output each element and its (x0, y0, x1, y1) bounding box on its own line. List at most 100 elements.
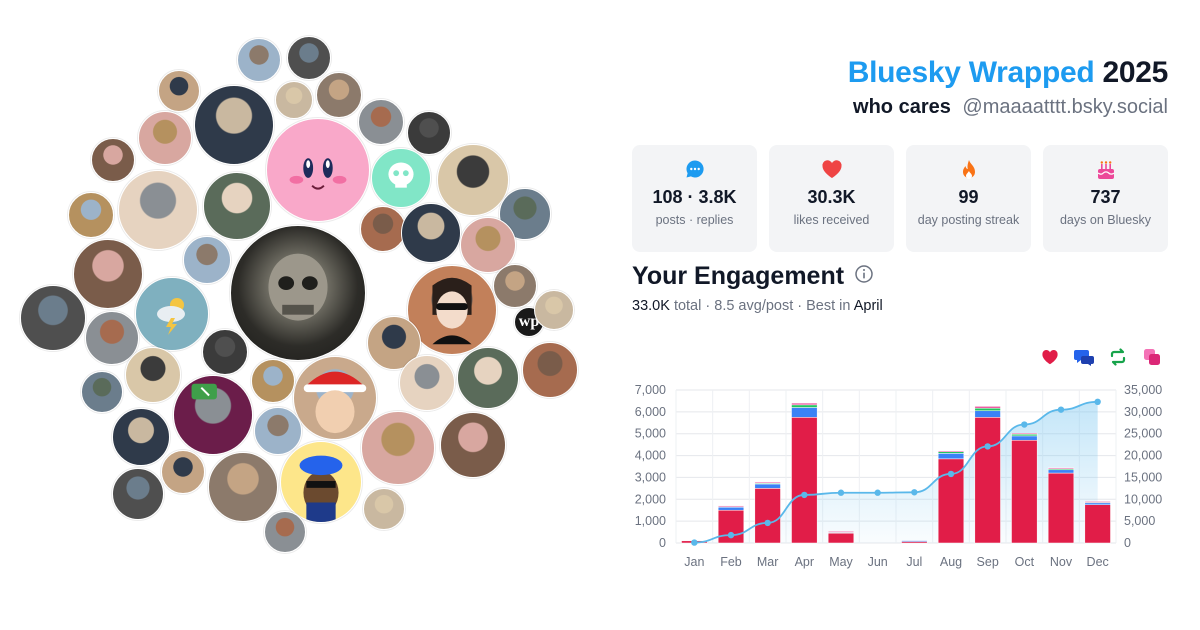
x-tick-label: Nov (1050, 555, 1073, 569)
engagement-title: Your Engagement (632, 262, 845, 290)
bar-segment (717, 505, 745, 508)
avatar (202, 329, 248, 375)
stat-label-posts: posts · replies (655, 213, 734, 227)
bar-segment (937, 450, 965, 453)
avatar-skull-mask (230, 225, 366, 361)
avatar (358, 99, 404, 145)
avatar-sunglasses-portrait (407, 265, 497, 355)
x-tick-label: Aug (940, 555, 962, 569)
y2-tick-label: 25,000 (1124, 427, 1162, 441)
cumulative-point (874, 489, 881, 496)
x-tick-label: Sep (977, 555, 999, 569)
stat-label-days: days on Bluesky (1059, 213, 1152, 227)
avatar (251, 359, 295, 403)
cumulative-point (691, 539, 698, 546)
y2-tick-label: 35,000 (1124, 383, 1162, 397)
x-tick-label: Oct (1015, 555, 1035, 569)
engagement-chart: 0 1,000 2,000 3,000 4,000 5,000 6,000 7,000 0 5,0… (635, 383, 1163, 569)
chart-legend (1040, 347, 1162, 367)
cumulative-point (727, 531, 735, 539)
avatar (237, 38, 281, 82)
y-tick-label: 7,000 (635, 383, 666, 397)
avatar (125, 347, 181, 403)
heart-icon (821, 159, 843, 181)
avatar (287, 36, 331, 80)
avatar (316, 72, 362, 118)
y-tick-label: 4,000 (635, 449, 666, 463)
avatar (20, 285, 86, 351)
repost-icon[interactable] (1108, 347, 1128, 367)
avatar (361, 411, 435, 485)
stat-value-streak: 99 (958, 187, 979, 207)
avatar (440, 412, 506, 478)
cumulative-point (984, 443, 991, 450)
stat-card-posts: 108 · 3.8K posts · replies (632, 145, 757, 252)
bar-segment (937, 453, 965, 460)
x-tick-label: Apr (795, 555, 814, 569)
avatar (203, 172, 271, 240)
avatar (363, 488, 405, 530)
avatar (91, 138, 135, 182)
avatar (534, 290, 574, 330)
cake-icon (1095, 159, 1117, 181)
cumulative-point (1021, 421, 1028, 428)
bar-segment (974, 417, 1001, 544)
user-handle: @maaaatttt.bsky.social (962, 96, 1168, 118)
avatar (208, 452, 278, 522)
avatar (73, 239, 143, 309)
stat-value-likes: 30.3K (807, 187, 856, 207)
stats-row: 108 · 3.8K posts · replies 30.3K likes r… (632, 145, 1168, 252)
stat-value-days: 737 (1090, 187, 1121, 207)
reply-icon[interactable] (1074, 347, 1094, 367)
avatar (194, 85, 274, 165)
y-tick-label: 6,000 (635, 405, 666, 419)
x-tick-label: Jun (868, 555, 888, 569)
bar-segment (754, 483, 781, 489)
avatar (183, 236, 231, 284)
info-icon[interactable] (854, 262, 874, 291)
avatar-cartoon-bucket-hat (280, 441, 362, 523)
engagement-summary: 33.0K total · 8.5 avg/post · Best in Apr… (632, 298, 883, 314)
bar-segment (1047, 472, 1075, 544)
cumulative-point (911, 489, 918, 496)
engagement-total: 33.0K (632, 298, 670, 314)
bar-segment (791, 417, 818, 544)
avatar (161, 450, 205, 494)
quote-icon[interactable] (1142, 347, 1162, 367)
avatar (522, 342, 578, 398)
bar-segment (1011, 435, 1038, 441)
y-tick-label: 3,000 (635, 470, 666, 484)
flame-icon (960, 159, 978, 181)
bar-segment (791, 402, 818, 406)
avatar-santa-hat-child (293, 356, 377, 440)
y2-tick-label: 30,000 (1124, 405, 1162, 419)
avatar (112, 408, 170, 466)
cumulative-point (764, 519, 771, 527)
avatar (493, 264, 537, 308)
bar-segment (1084, 504, 1111, 544)
bar-segment (1011, 433, 1038, 435)
bar-segment (1011, 440, 1038, 544)
stat-value-posts: 108 · 3.8K (652, 187, 737, 207)
cumulative-point (1057, 406, 1065, 413)
avatar (112, 468, 164, 520)
avatar (158, 70, 200, 112)
x-tick-label: Feb (720, 555, 742, 569)
avatar (85, 311, 139, 365)
bar-segment (974, 407, 1001, 412)
bar-segment (791, 404, 818, 408)
y2-tick-label: 20,000 (1124, 449, 1162, 463)
avatar (68, 192, 114, 238)
bar-segment (1047, 467, 1075, 470)
y-tick-label: 5,000 (635, 427, 666, 441)
y2-tick-label: 5,000 (1124, 514, 1155, 528)
avatar-cluster: wp (20, 36, 578, 553)
y2-tick-label: 0 (1124, 536, 1131, 550)
avatar-weather-icon (135, 277, 209, 351)
user-identity: who cares @maaaatttt.bsky.social (853, 96, 1168, 119)
cumulative-point (1094, 398, 1101, 406)
engagement-total-word: total (673, 298, 702, 314)
stat-card-streak: 99 day posting streak (906, 145, 1031, 252)
engagement-best-month: April (853, 298, 883, 314)
heart-icon[interactable] (1040, 347, 1060, 367)
